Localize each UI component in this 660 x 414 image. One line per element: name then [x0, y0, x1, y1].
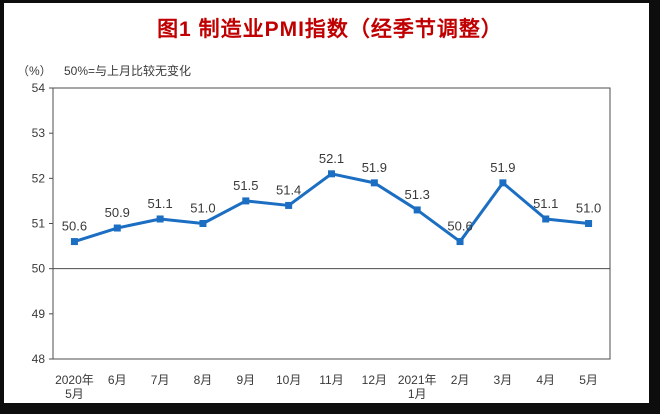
x-tick-label: 7月 [151, 373, 170, 387]
y-axis-unit-label: （%） [17, 64, 52, 78]
data-point-marker [199, 220, 207, 227]
x-tick-label: 2020年 5月 [55, 373, 94, 401]
y-tick-label: 48 [32, 352, 46, 366]
x-tick-label: 5月 [579, 373, 598, 387]
data-point-marker [413, 206, 421, 214]
data-point-marker [370, 179, 378, 187]
x-tick-label: 3月 [494, 373, 513, 387]
y-tick-label: 49 [32, 307, 46, 321]
data-point-marker [542, 215, 550, 223]
x-tick-label: 10月 [276, 373, 301, 387]
x-tick-label: 11月 [319, 373, 343, 387]
data-label: 52.1 [319, 151, 344, 166]
data-point-marker [242, 197, 250, 205]
data-point-marker [156, 215, 164, 223]
data-label: 50.9 [105, 205, 130, 220]
data-label: 51.5 [233, 178, 258, 193]
data-label: 51.9 [362, 160, 387, 175]
x-tick-label: 2月 [451, 373, 470, 387]
data-label: 51.4 [276, 182, 301, 197]
x-tick-label: 8月 [194, 373, 213, 387]
data-label: 51.1 [533, 196, 558, 211]
data-point-marker [113, 224, 121, 232]
y-tick-label: 54 [32, 81, 46, 95]
y-tick-label: 51 [32, 217, 46, 231]
data-point-marker [285, 201, 293, 209]
x-tick-label: 4月 [536, 373, 555, 387]
data-label: 51.9 [490, 160, 515, 175]
y-tick-label: 50 [32, 262, 46, 276]
chart-title: 图1 制造业PMI指数（经季节调整） [157, 18, 503, 41]
data-point-marker [585, 220, 593, 227]
x-tick-label: 6月 [108, 373, 127, 387]
data-label: 50.6 [447, 219, 472, 234]
x-tick-label: 12月 [362, 373, 387, 387]
data-label: 51.1 [147, 196, 172, 211]
reference-note: 50%=与上月比较无变化 [64, 64, 192, 78]
data-point-marker [456, 238, 464, 246]
figure-background [4, 3, 649, 403]
y-tick-label: 53 [32, 126, 46, 140]
x-tick-label: 2021年 1月 [398, 373, 437, 401]
data-point-marker [328, 170, 335, 178]
data-label: 50.6 [62, 219, 87, 234]
data-point-marker [70, 238, 78, 246]
data-label: 51.0 [190, 201, 215, 216]
data-label: 51.3 [405, 187, 430, 202]
data-point-marker [499, 179, 507, 187]
data-label: 51.0 [576, 201, 601, 216]
x-tick-label: 9月 [236, 373, 255, 387]
y-tick-label: 52 [32, 171, 46, 185]
